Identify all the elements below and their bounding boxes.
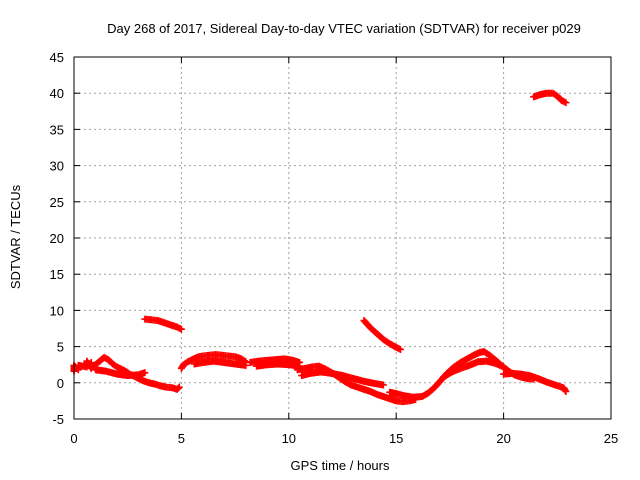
- y-tick-label: 25: [50, 195, 64, 210]
- data-point: [562, 387, 570, 395]
- data-point: [396, 345, 404, 353]
- data-point: [242, 361, 250, 369]
- y-tick-label: 10: [50, 303, 64, 318]
- x-tick-label: 20: [496, 431, 510, 446]
- data-point: [177, 325, 185, 333]
- y-tick-label: 5: [57, 340, 64, 355]
- y-tick-label: 40: [50, 86, 64, 101]
- data-point: [87, 359, 95, 367]
- y-tick-label: 45: [50, 50, 64, 65]
- data-point: [174, 384, 182, 392]
- data-point: [500, 363, 508, 371]
- data-points: [70, 89, 570, 406]
- x-tick-label: 0: [70, 431, 77, 446]
- data-point: [175, 383, 183, 391]
- y-tick-label: 30: [50, 159, 64, 174]
- x-tick-label: 15: [389, 431, 403, 446]
- y-tick-label: 20: [50, 231, 64, 246]
- x-tick-label: 25: [604, 431, 618, 446]
- x-tick-label: 5: [178, 431, 185, 446]
- y-tick-label: 35: [50, 122, 64, 137]
- data-point: [562, 99, 570, 107]
- axis-ticks: 0 5 10 15 20 25 -5 0 5 10 15 20 25 30 35 40 45: [50, 50, 619, 446]
- y-axis-label: SDTVAR / TECUs: [8, 184, 23, 289]
- data-point: [379, 381, 387, 389]
- chart-title: Day 268 of 2017, Sidereal Day-to-day VTE…: [107, 21, 581, 36]
- x-axis-label: GPS time / hours: [291, 458, 390, 473]
- y-tick-label: 0: [57, 376, 64, 391]
- x-tick-label: 10: [282, 431, 296, 446]
- y-tick-label: 15: [50, 267, 64, 282]
- data-point: [141, 369, 149, 377]
- y-tick-label: -5: [52, 412, 64, 427]
